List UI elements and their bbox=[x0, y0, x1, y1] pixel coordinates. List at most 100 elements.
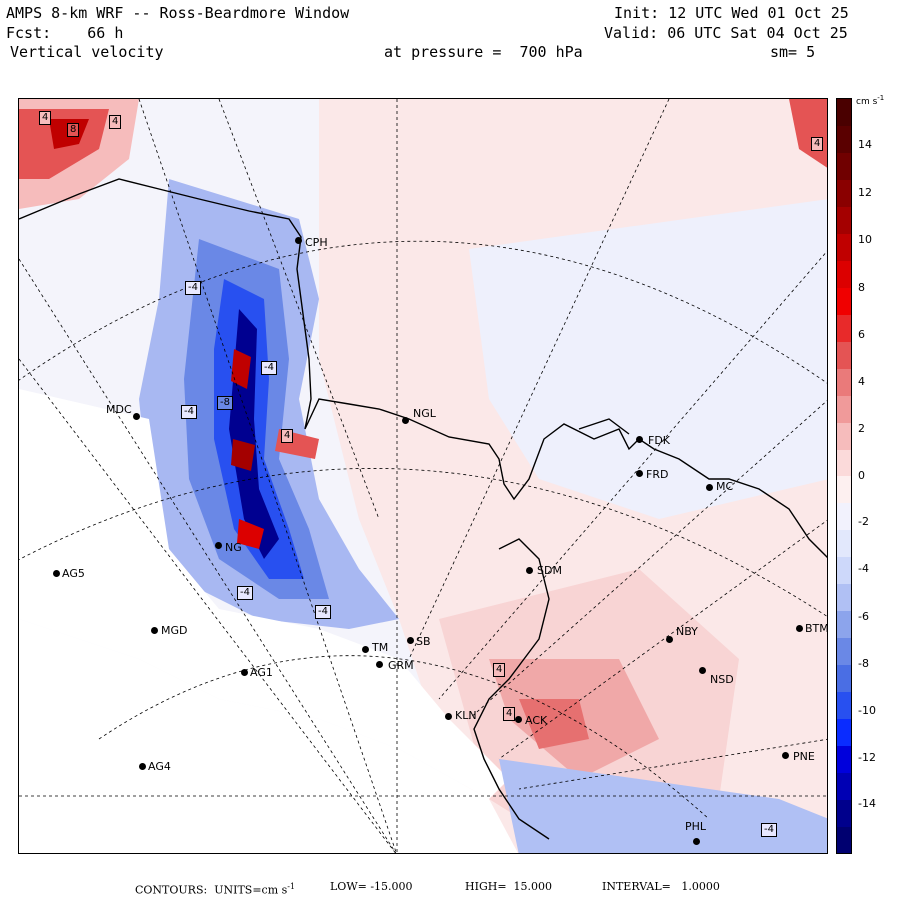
station-marker[interactable] bbox=[53, 570, 60, 577]
station-marker[interactable] bbox=[362, 646, 369, 653]
init-time: Init: 12 UTC Wed 01 Oct 25 bbox=[614, 4, 849, 22]
station-marker[interactable] bbox=[796, 625, 803, 632]
colorbar-tick-label: -2 bbox=[858, 515, 869, 528]
contour-label: 8 bbox=[67, 123, 80, 137]
colorbar-tick-label: -4 bbox=[858, 562, 869, 575]
colorbar-segment bbox=[837, 637, 851, 665]
station-label: PHL bbox=[685, 820, 707, 833]
station-marker[interactable] bbox=[699, 667, 706, 674]
station-label: NSD bbox=[710, 673, 734, 686]
colorbar-segment bbox=[837, 664, 851, 692]
colorbar-tick-label: 4 bbox=[858, 375, 865, 388]
station-marker[interactable] bbox=[215, 542, 222, 549]
footer-high: HIGH= 15.000 bbox=[465, 880, 553, 893]
smoothing: sm= 5 bbox=[770, 43, 816, 61]
station-marker[interactable] bbox=[139, 763, 146, 770]
station-marker[interactable] bbox=[515, 716, 522, 723]
contour-label: -4 bbox=[315, 605, 331, 619]
colorbar-segment bbox=[837, 449, 851, 477]
colorbar-segment bbox=[837, 610, 851, 639]
colorbar-tick-label: -12 bbox=[858, 751, 876, 764]
station-marker[interactable] bbox=[636, 470, 643, 477]
station-label: AG5 bbox=[62, 567, 85, 580]
station-label: NBY bbox=[676, 625, 698, 638]
colorbar-segment bbox=[837, 206, 851, 235]
colorbar-segment bbox=[837, 341, 851, 369]
station-marker[interactable] bbox=[526, 567, 533, 574]
contour-label: -8 bbox=[217, 396, 233, 410]
station-label: PNE bbox=[793, 750, 815, 763]
colorbar-segment bbox=[837, 314, 851, 342]
station-marker[interactable] bbox=[133, 413, 140, 420]
station-marker[interactable] bbox=[376, 661, 383, 668]
colorbar-tick-label: 10 bbox=[858, 233, 872, 246]
contour-label: -4 bbox=[761, 823, 777, 837]
contour-label: -4 bbox=[261, 361, 277, 375]
contour-label: -4 bbox=[237, 586, 253, 600]
footer-interval: INTERVAL= 1.0000 bbox=[602, 880, 720, 893]
station-label: CPH bbox=[305, 236, 328, 249]
map-title: AMPS 8-km WRF -- Ross-Beardmore Window bbox=[6, 4, 350, 22]
contour-label: -4 bbox=[185, 281, 201, 295]
station-label: SB bbox=[416, 635, 431, 648]
colorbar bbox=[836, 98, 852, 854]
station-label: ACK bbox=[525, 714, 548, 727]
colorbar-segment bbox=[837, 583, 851, 612]
station-marker[interactable] bbox=[666, 636, 673, 643]
station-marker[interactable] bbox=[295, 237, 302, 244]
station-marker[interactable] bbox=[402, 417, 409, 424]
coastline bbox=[19, 178, 827, 558]
contour-label: 4 bbox=[493, 663, 506, 677]
colorbar-segment bbox=[837, 718, 851, 746]
contour-label: 4 bbox=[109, 115, 122, 129]
valid-time: Valid: 06 UTC Sat 04 Oct 25 bbox=[604, 24, 848, 42]
contour-label: 4 bbox=[39, 111, 52, 125]
colorbar-tick-label: 6 bbox=[858, 328, 865, 341]
colorbar-segment bbox=[837, 152, 851, 181]
colorbar-segment bbox=[837, 125, 851, 154]
colorbar-segment bbox=[837, 368, 851, 396]
colorbar-segment bbox=[837, 395, 851, 423]
colorbar-segment bbox=[837, 179, 851, 208]
station-label: SDM bbox=[537, 564, 562, 577]
station-label: AG4 bbox=[148, 760, 171, 773]
station-marker[interactable] bbox=[636, 436, 643, 443]
colorbar-segment bbox=[837, 422, 851, 450]
station-label: NG bbox=[225, 541, 242, 554]
station-marker[interactable] bbox=[782, 752, 789, 759]
colorbar-segment bbox=[837, 745, 851, 773]
station-marker[interactable] bbox=[151, 627, 158, 634]
station-label: FRD bbox=[646, 468, 669, 481]
pressure-level: at pressure = 700 hPa bbox=[384, 43, 583, 61]
weak-downward-region bbox=[469, 199, 827, 519]
station-label: BTM bbox=[805, 622, 829, 635]
station-label: MGD bbox=[161, 624, 188, 637]
colorbar-segment bbox=[837, 826, 851, 854]
footer-contours: CONTOURS: UNITS=cm s-1 bbox=[135, 882, 296, 897]
contour-label: 4 bbox=[811, 137, 824, 151]
colorbar-tick-label: -14 bbox=[858, 797, 876, 810]
station-marker[interactable] bbox=[241, 669, 248, 676]
station-marker[interactable] bbox=[445, 713, 452, 720]
station-marker[interactable] bbox=[706, 484, 713, 491]
colorbar-segment bbox=[837, 287, 851, 315]
colorbar-segment bbox=[837, 476, 851, 504]
footer-low: LOW= -15.000 bbox=[330, 880, 413, 893]
colorbar-tick-label: 14 bbox=[858, 138, 872, 151]
colorbar-tick-label: 0 bbox=[858, 469, 865, 482]
colorbar-tick-label: 12 bbox=[858, 186, 872, 199]
colorbar-unit: cm s-1 bbox=[856, 94, 885, 107]
field-name: Vertical velocity bbox=[10, 43, 164, 61]
high-plateau-mask bbox=[19, 389, 509, 799]
station-label: MC bbox=[716, 480, 734, 493]
colorbar-tick-label: 2 bbox=[858, 422, 865, 435]
contour-label: 4 bbox=[281, 429, 294, 443]
colorbar-tick-label: -6 bbox=[858, 610, 869, 623]
station-marker[interactable] bbox=[693, 838, 700, 845]
station-label: AG1 bbox=[250, 666, 273, 679]
forecast-hour: Fcst: 66 h bbox=[6, 24, 124, 42]
map-panel[interactable]: 4 8 4 4 -4 -4 -4 -8 4 -4 -4 4 4 -4 bbox=[18, 98, 828, 854]
colorbar-segment bbox=[837, 502, 851, 531]
station-marker[interactable] bbox=[407, 637, 414, 644]
contour-label: -4 bbox=[181, 405, 197, 419]
